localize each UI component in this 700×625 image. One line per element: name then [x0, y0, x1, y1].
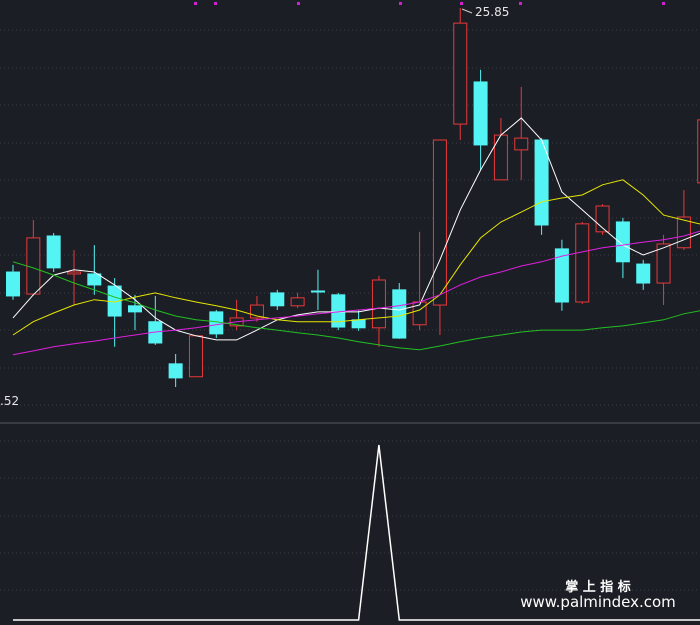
marker — [519, 2, 522, 5]
marker — [194, 2, 197, 5]
plot-area — [6, 7, 700, 621]
candle-body — [656, 243, 671, 284]
marker — [214, 2, 217, 5]
candle-body — [6, 271, 20, 297]
candle-body — [473, 81, 488, 146]
candle-body — [636, 263, 651, 284]
marker — [399, 2, 402, 5]
candle-body — [168, 363, 183, 379]
indicator-line — [13, 444, 700, 621]
candle-body — [697, 119, 700, 184]
low-annotation: .52 — [0, 394, 19, 408]
candle-body — [46, 235, 61, 269]
watermark-url: www.palmindex.com — [520, 593, 676, 611]
candle-body — [290, 297, 305, 307]
candle-body — [432, 139, 447, 306]
moving-average-line — [12, 230, 700, 356]
marker — [662, 2, 665, 5]
candle-body — [575, 223, 590, 303]
candle-body — [392, 289, 407, 339]
annotation-arrow — [461, 8, 473, 14]
candle-body — [66, 271, 81, 275]
candle-body — [351, 319, 366, 329]
candle-body — [87, 273, 102, 286]
candle-body — [615, 221, 630, 263]
candle-body — [554, 248, 569, 303]
moving-average-line — [12, 261, 700, 351]
high-annotation: 25.85 — [475, 5, 509, 19]
watermark-title: 掌 上 指 标 — [565, 579, 631, 595]
moving-average-line — [12, 179, 700, 336]
marker — [297, 2, 300, 5]
candle-body — [270, 292, 285, 307]
candle-body — [676, 216, 691, 249]
candle-body — [453, 22, 468, 125]
candle-body — [127, 305, 142, 313]
marker — [460, 2, 463, 5]
candle-body — [493, 134, 508, 181]
candle-body — [514, 137, 529, 151]
candle-body — [331, 294, 346, 328]
candle-body — [188, 335, 203, 378]
candle-body — [26, 237, 41, 295]
candle-body — [371, 279, 386, 329]
top-markers — [194, 2, 665, 5]
moving-average-line — [12, 117, 700, 341]
candle-body — [310, 290, 325, 293]
